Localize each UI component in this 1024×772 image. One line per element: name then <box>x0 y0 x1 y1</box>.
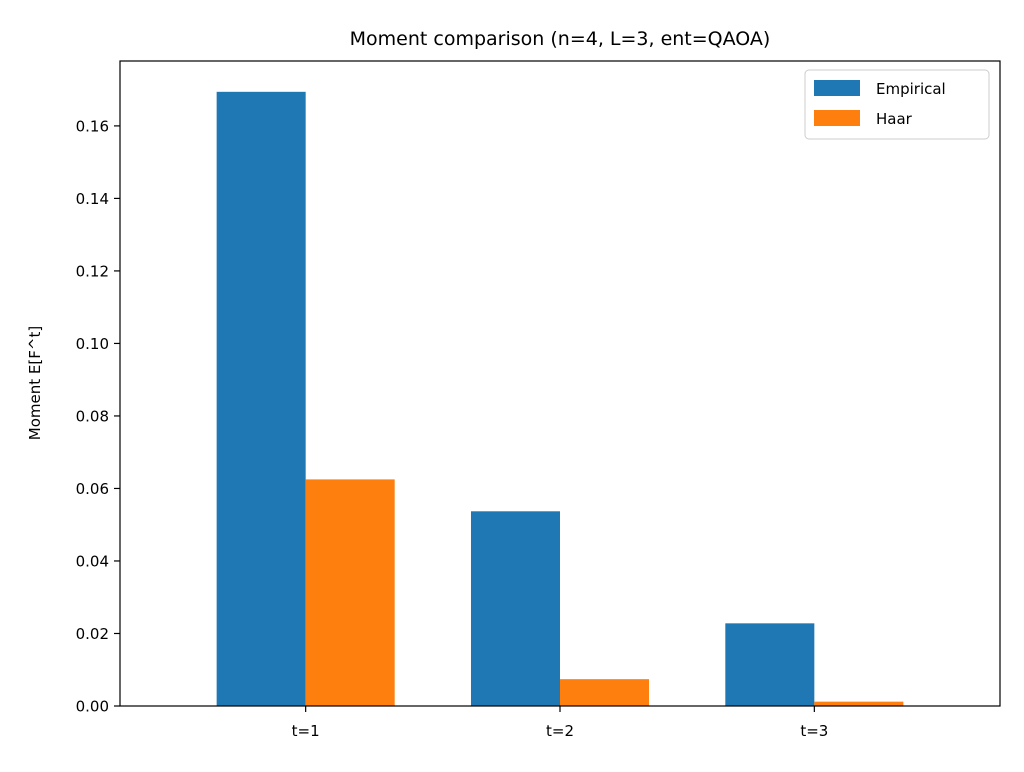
y-tick-label: 0.10 <box>76 335 109 353</box>
legend-label-empirical: Empirical <box>876 80 946 98</box>
legend: Empirical Haar <box>804 69 990 140</box>
chart-title: Moment comparison (n=4, L=3, ent=QAOA) <box>350 28 771 50</box>
y-tick-label: 0.08 <box>76 407 109 425</box>
bar-haar-t=3 <box>814 701 904 706</box>
legend-swatch-empirical <box>814 80 860 96</box>
x-tick-label: t=2 <box>546 722 574 740</box>
x-ticks-layer: t=1 t=2 t=3 <box>292 706 828 740</box>
bar-empirical-t=2 <box>470 511 560 706</box>
bars-layer <box>216 91 904 706</box>
legend-swatch-haar <box>814 110 860 126</box>
y-tick-label: 0.02 <box>76 625 109 643</box>
y-ticks-layer: 0.00 0.02 0.04 0.06 0.08 0.10 0.12 0.14 0.16 <box>76 117 120 716</box>
x-tick-label: t=1 <box>292 722 320 740</box>
y-axis-label: Moment E[F^t] <box>26 326 44 440</box>
x-tick-label: t=3 <box>800 722 828 740</box>
bar-haar-t=2 <box>560 679 650 706</box>
plot-frame <box>119 60 1001 707</box>
bar-haar-t=1 <box>305 479 395 706</box>
bar-empirical-t=3 <box>725 623 815 706</box>
y-tick-label: 0.00 <box>76 698 109 716</box>
legend-label-haar: Haar <box>876 110 913 128</box>
y-tick-label: 0.14 <box>76 190 109 208</box>
y-tick-label: 0.16 <box>76 117 109 135</box>
y-tick-label: 0.04 <box>76 552 109 570</box>
bar-empirical-t=1 <box>216 91 306 706</box>
y-tick-label: 0.12 <box>76 262 109 280</box>
y-tick-label: 0.06 <box>76 480 109 498</box>
